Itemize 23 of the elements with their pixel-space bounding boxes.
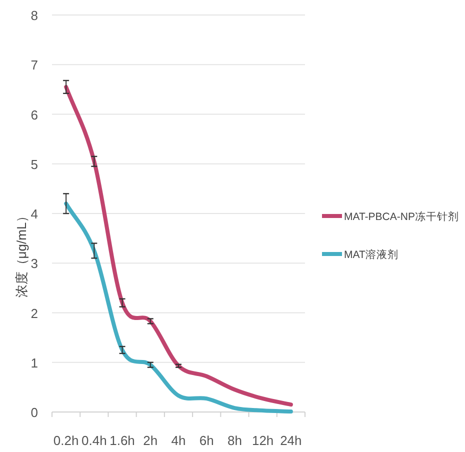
y-tick-label: 6 xyxy=(30,107,38,122)
x-tick-label: 24h xyxy=(280,433,302,448)
y-tick-label: 0 xyxy=(30,405,38,420)
x-tick-label: 6h xyxy=(199,433,214,448)
line-series xyxy=(64,84,293,407)
y-tick-label: 8 xyxy=(30,8,38,23)
x-tick-label: 12h xyxy=(252,433,274,448)
y-tick-label: 7 xyxy=(30,58,38,73)
x-tick-label: 0.2h xyxy=(53,433,79,448)
legend-label: MAT-PBCA-NP冻干针剂 xyxy=(344,210,459,223)
x-tick-label: 0.4h xyxy=(82,433,107,448)
y-tick-label: 3 xyxy=(30,256,38,272)
x-tick-label: 2h xyxy=(143,433,158,448)
x-tick-label: 1.6h xyxy=(110,433,135,448)
y-tick-label: 4 xyxy=(30,206,38,222)
y-tick-label: 1 xyxy=(30,355,38,370)
y-tick-label: 2 xyxy=(30,306,38,321)
y-axis-title: 浓度（μg/mL） xyxy=(14,209,29,298)
x-tick-label: 4h xyxy=(171,433,186,448)
legend-label: MAT溶液剂 xyxy=(344,248,398,261)
x-tick-label: 8h xyxy=(227,433,242,448)
y-tick-label: 5 xyxy=(30,156,38,172)
line-series xyxy=(64,202,293,414)
